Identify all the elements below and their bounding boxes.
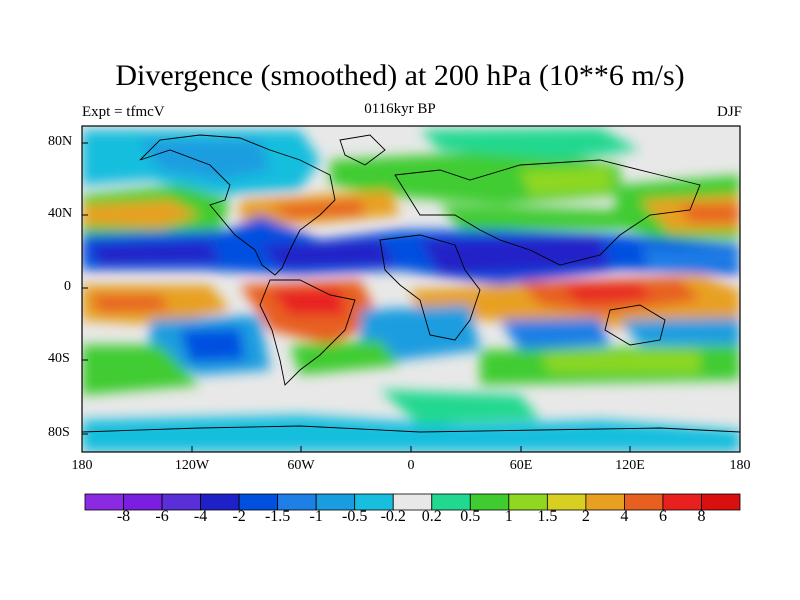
lon-label-180-left: 180: [71, 458, 93, 473]
colorbar-tick-label: -6: [155, 508, 169, 525]
colorbar-tick-label: 4: [620, 508, 629, 525]
colorbar-tick-label: -0.5: [342, 508, 368, 525]
lat-label-40n: 40N: [48, 206, 73, 221]
colorbar-tick-label: 1: [504, 508, 513, 525]
coastlines: [82, 134, 740, 433]
colorbar-swatch: [585, 493, 625, 511]
experiment-label: Expt = tfmcV: [82, 104, 165, 120]
time-label: 0116kyr BP: [364, 101, 436, 117]
lat-label-0: 0: [64, 279, 71, 294]
colorbar-swatch: [701, 493, 741, 511]
colorbar-tick-label: 0.2: [421, 508, 442, 525]
colorbar: [84, 493, 741, 511]
colorbar-tick-label: -8: [116, 508, 131, 525]
lon-label-120w: 120W: [174, 458, 210, 473]
colorbar-tick-label: 1.5: [537, 508, 558, 525]
colorbar-tick-label: 8: [697, 508, 706, 525]
lon-label-60e: 60E: [509, 458, 533, 473]
colorbar-tick-label: -1: [309, 508, 323, 525]
lon-label-60w: 60W: [287, 458, 315, 473]
season-label: DJF: [716, 104, 742, 120]
lon-label-0: 0: [407, 458, 415, 473]
axis-ticks: [81, 142, 741, 452]
colorbar-tick-label: 2: [581, 508, 590, 525]
lat-label-40s: 40S: [48, 351, 70, 366]
lon-label-120e: 120E: [615, 458, 645, 473]
map-title: Divergence (smoothed) at 200 hPa (10**6 …: [115, 59, 685, 92]
colorbar-tick-label: -0.2: [380, 508, 406, 525]
colorbar-swatch: [624, 493, 664, 511]
lat-label-80s: 80S: [48, 425, 70, 440]
colorbar-tick-label: -4: [193, 508, 208, 525]
colorbar-tick-label: 6: [658, 508, 667, 525]
colorbar-swatch: [662, 493, 702, 511]
colorbar-tick-label: 0.5: [460, 508, 481, 525]
lat-label-80n: 80N: [48, 134, 73, 149]
colorbar-tick-label: -2: [232, 508, 246, 525]
divergence-field: [82, 126, 740, 452]
lon-label-180-right: 180: [729, 458, 751, 473]
colorbar-tick-label: -1.5: [264, 508, 291, 525]
